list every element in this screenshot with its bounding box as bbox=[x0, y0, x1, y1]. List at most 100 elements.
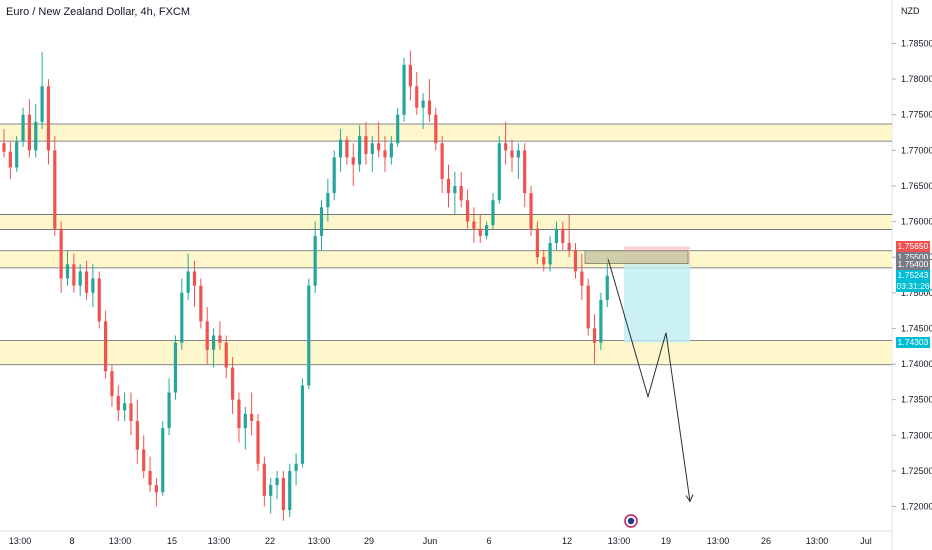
candle-body bbox=[72, 264, 76, 286]
candle-body bbox=[453, 185, 457, 194]
y-tick-label: 1.72000 bbox=[901, 501, 932, 511]
candle-body bbox=[434, 114, 438, 144]
candle-body bbox=[243, 413, 247, 429]
y-tick-label: 1.73000 bbox=[901, 430, 932, 440]
candle-body bbox=[8, 151, 12, 168]
candle-body bbox=[300, 385, 305, 464]
candle-body bbox=[497, 143, 501, 201]
candle-body bbox=[516, 150, 520, 158]
y-tick-label: 1.74500 bbox=[901, 323, 932, 333]
resistance-zone-1 bbox=[0, 123, 892, 142]
candle-body bbox=[345, 139, 349, 158]
candle-body bbox=[510, 150, 514, 158]
candle-body bbox=[2, 143, 6, 152]
candle-body bbox=[129, 403, 133, 422]
candle-body bbox=[275, 478, 279, 486]
candle-body bbox=[408, 64, 412, 87]
x-tick-label: 13:00 bbox=[806, 536, 829, 546]
candle-body bbox=[97, 278, 101, 322]
support-zone-2 bbox=[0, 340, 892, 365]
candle-body bbox=[542, 257, 546, 265]
stop-price-tag: 1.75650 bbox=[896, 241, 930, 252]
candle-body bbox=[211, 335, 216, 350]
candle-body bbox=[46, 86, 51, 151]
candle-body bbox=[110, 371, 114, 397]
candle-body bbox=[326, 193, 330, 208]
candle-body bbox=[580, 271, 584, 286]
y-tick-label: 1.77000 bbox=[901, 145, 932, 155]
upper-price-tag: 1.75500 bbox=[896, 251, 930, 263]
x-tick-label: 13:00 bbox=[308, 536, 331, 546]
event-marker-dot bbox=[627, 517, 635, 525]
candle-body bbox=[370, 143, 374, 154]
candle-body bbox=[53, 150, 57, 229]
candle-body bbox=[485, 225, 489, 236]
candle-body bbox=[389, 143, 393, 158]
candle-body bbox=[142, 449, 146, 471]
candle-body bbox=[21, 114, 25, 142]
candle-body bbox=[148, 470, 152, 486]
candle-body bbox=[288, 470, 292, 511]
candle-body bbox=[218, 335, 222, 343]
y-tick-label: 1.75000 bbox=[901, 288, 932, 298]
candle-body bbox=[332, 157, 336, 194]
candle-body bbox=[427, 100, 432, 115]
candle-body bbox=[78, 271, 82, 286]
candle-body bbox=[250, 413, 254, 422]
y-tick-label: 1.78000 bbox=[901, 74, 932, 84]
candle-body bbox=[491, 200, 495, 226]
resistance-zone-2 bbox=[0, 214, 892, 230]
x-tick-label: 6 bbox=[486, 536, 491, 546]
candle-body bbox=[313, 235, 317, 286]
candle-body bbox=[307, 285, 311, 386]
candle-body bbox=[377, 143, 381, 151]
candle-body bbox=[523, 150, 527, 194]
x-tick-label: 22 bbox=[265, 536, 275, 546]
last-price-tag: 1.75243 bbox=[896, 269, 930, 281]
candle-body bbox=[478, 228, 482, 236]
candle-body bbox=[338, 139, 343, 158]
candle-body bbox=[269, 485, 273, 496]
y-tick-label: 1.78500 bbox=[901, 39, 932, 49]
entry-box bbox=[584, 250, 689, 265]
candle-body bbox=[402, 64, 406, 115]
x-tick-label: 13:00 bbox=[608, 536, 631, 546]
currency-label: NZD bbox=[901, 6, 920, 16]
candle-body bbox=[294, 463, 298, 471]
candle-body bbox=[15, 141, 19, 168]
candle-body bbox=[173, 342, 178, 393]
candle-body bbox=[319, 207, 324, 236]
x-tick-label: 8 bbox=[69, 536, 74, 546]
candle-body bbox=[529, 193, 533, 229]
candle-body bbox=[154, 485, 158, 493]
candle-body bbox=[573, 250, 578, 272]
candle-body bbox=[364, 136, 368, 154]
candle-body bbox=[161, 428, 165, 493]
candle-body bbox=[34, 121, 38, 151]
countdown-tag: 03:31:26 bbox=[896, 281, 930, 293]
x-tick-label: Jun bbox=[423, 536, 438, 546]
candle-body bbox=[465, 200, 470, 222]
x-tick-label: 13:00 bbox=[109, 536, 132, 546]
candle-body bbox=[592, 328, 597, 343]
candle-body bbox=[65, 264, 70, 279]
x-tick-label: 12 bbox=[562, 536, 572, 546]
candle-body bbox=[548, 242, 552, 265]
x-tick-label: Jul bbox=[860, 536, 872, 546]
candle-body bbox=[59, 228, 63, 279]
candle-body bbox=[186, 271, 190, 293]
candle-body bbox=[123, 403, 127, 411]
candle-body bbox=[535, 228, 539, 258]
x-tick-label: 13:00 bbox=[707, 536, 730, 546]
projection-path bbox=[607, 259, 691, 502]
candle-body bbox=[351, 157, 355, 165]
x-tick-label: 19 bbox=[661, 536, 671, 546]
chart-title: Euro / New Zealand Dollar, 4h, FXCM bbox=[6, 6, 191, 18]
x-tick-label: 15 bbox=[167, 536, 177, 546]
x-tick-label: 13:00 bbox=[208, 536, 231, 546]
target-zone bbox=[624, 264, 690, 343]
candle-body bbox=[256, 421, 260, 464]
candle-body bbox=[40, 86, 44, 122]
candle-body bbox=[605, 275, 609, 300]
